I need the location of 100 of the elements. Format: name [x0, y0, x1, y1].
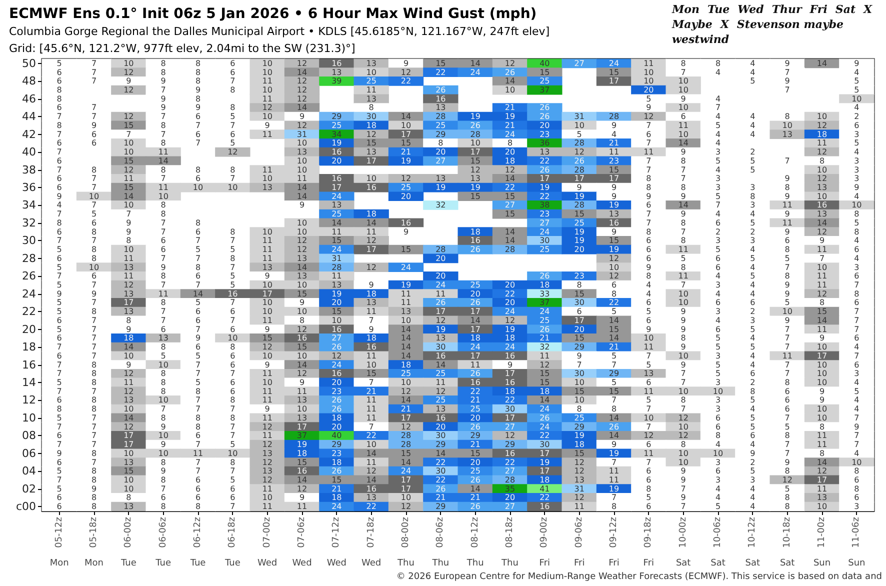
data-label: 14 — [816, 458, 828, 467]
data-label: 12 — [296, 369, 308, 378]
data-label: 8 — [438, 138, 444, 148]
data-label: 3 — [854, 262, 860, 272]
data-label: 26 — [470, 422, 480, 432]
data-label: 9 — [195, 103, 201, 112]
data-label: 5 — [56, 245, 62, 254]
data-label: 9 — [126, 324, 132, 334]
data-label: 10 — [124, 138, 134, 148]
data-label: 10 — [296, 351, 308, 360]
data-label: 17 — [470, 148, 480, 157]
data-label: 13 — [400, 307, 412, 316]
data-label: 5 — [56, 58, 62, 68]
data-label: 24 — [540, 307, 550, 316]
data-label: 3 — [715, 396, 721, 405]
data-label: 8 — [91, 360, 97, 370]
data-label: 24 — [608, 58, 620, 68]
data-label: 8 — [854, 289, 860, 298]
data-label: 8 — [680, 183, 686, 192]
data-label: 10 — [678, 130, 688, 139]
data-label: 7 — [195, 360, 201, 370]
data-label: 7 — [91, 174, 97, 184]
data-label: 6 — [91, 272, 97, 281]
data-label: 14 — [366, 448, 376, 458]
data-label: 20 — [470, 458, 480, 467]
data-label: 12 — [644, 112, 654, 122]
data-label: 4 — [750, 334, 756, 343]
data-label: 29 — [470, 431, 480, 440]
data-label: 26 — [332, 466, 342, 476]
data-label: 26 — [470, 298, 480, 308]
data-label: 7 — [230, 298, 236, 308]
data-label: 7 — [854, 431, 860, 440]
data-label: 7 — [230, 404, 236, 414]
data-label: 6 — [611, 280, 617, 290]
data-label: 6 — [56, 351, 62, 360]
data-label: 9 — [646, 262, 652, 272]
data-label: 16 — [400, 218, 412, 228]
data-label: 28 — [574, 200, 584, 210]
data-label: 12 — [262, 422, 272, 432]
data-label: 11 — [644, 386, 654, 396]
data-label: 19 — [608, 448, 620, 458]
data-label: 29 — [574, 342, 584, 352]
data-label: 5 — [56, 307, 62, 316]
data-label: 11 — [262, 76, 272, 86]
data-label: 7 — [784, 369, 790, 378]
data-label: 13 — [332, 280, 342, 290]
data-label: 8 — [784, 183, 790, 192]
data-label: 7 — [91, 440, 97, 450]
data-label: 7 — [91, 298, 97, 308]
data-label: 6 — [715, 466, 721, 476]
data-label: 9 — [611, 192, 617, 201]
data-label: 11 — [366, 227, 376, 236]
data-label: 14 — [504, 174, 516, 184]
data-label: 8 — [195, 76, 201, 86]
data-label: 14 — [296, 192, 308, 201]
data-label: 12 — [816, 174, 828, 184]
text: Sat — [676, 558, 692, 568]
data-label: 13 — [436, 174, 446, 184]
data-label: 13 — [366, 298, 376, 308]
x-tick-label: 08-12z — [470, 516, 480, 548]
data-label: 10 — [262, 68, 272, 77]
data-label: 13 — [124, 458, 134, 467]
data-label: 12 — [262, 342, 272, 352]
x-tick-label: 06-18z — [228, 516, 238, 548]
data-label: 17 — [124, 440, 134, 450]
x-tick-label: 05-18z — [89, 516, 99, 548]
data-label: 13 — [436, 334, 446, 343]
data-label: 15 — [816, 307, 828, 316]
data-label: 17 — [400, 413, 412, 422]
data-label: 9 — [91, 484, 97, 494]
data-label: 11 — [816, 431, 828, 440]
x-tick-label: 06-00z — [124, 516, 134, 548]
data-label: 11 — [816, 484, 828, 494]
data-label: 7 — [230, 502, 236, 512]
data-label: 17 — [574, 174, 584, 184]
data-label: 15 — [574, 334, 584, 343]
data-label: 10 — [296, 156, 308, 166]
data-label: 11 — [366, 396, 376, 405]
data-label: 6 — [715, 324, 721, 334]
data-label: 16 — [504, 448, 516, 458]
data-label: 7 — [91, 458, 97, 467]
data-label: 8 — [680, 218, 686, 228]
data-label: 11 — [644, 342, 654, 352]
data-label: 16 — [366, 484, 376, 494]
data-label: 15 — [470, 156, 480, 166]
data-label: 8 — [160, 386, 166, 396]
data-label: 10 — [296, 138, 308, 148]
data-label: 4 — [854, 68, 860, 77]
data-label: 7 — [56, 475, 62, 484]
data-label: 10 — [124, 475, 134, 484]
data-label: 25 — [540, 76, 550, 86]
data-label: 8 — [784, 378, 790, 387]
data-label: 4 — [715, 289, 721, 298]
data-label: 19 — [436, 183, 446, 192]
data-label: 7 — [195, 280, 201, 290]
data-label: 16 — [470, 236, 480, 246]
data-label: 2 — [750, 378, 756, 387]
data-label: 11 — [782, 351, 792, 360]
data-label: 10 — [816, 502, 828, 512]
data-label: 9 — [403, 58, 409, 68]
